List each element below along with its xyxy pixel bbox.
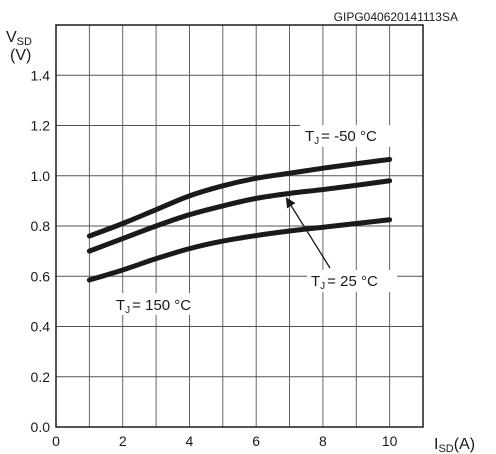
- svg-text:TJ= 25 °C: TJ = 25 °C: [311, 273, 378, 292]
- x-tick-label: 2: [119, 433, 127, 449]
- y-axis-title-sub: SD: [17, 36, 32, 48]
- y-tick-label: 0.2: [31, 369, 51, 385]
- x-tick-labels: 0 2 4 6 8 10: [52, 433, 398, 449]
- plot-area-border: [55, 24, 424, 428]
- series-line-0: [86, 156, 393, 239]
- x-tick-label: 6: [252, 433, 260, 449]
- y-tick-label: 0.4: [31, 319, 51, 335]
- series-label-25: TJ = 25 °C: [307, 270, 397, 292]
- series-label-minus50: TJ = -50 °C: [300, 125, 422, 147]
- y-tick-label: 0.8: [31, 218, 51, 234]
- y-tick-label: 0.6: [31, 268, 51, 284]
- series-label-150: TJ = 150 °C: [112, 293, 216, 316]
- svg-text:TJ= -50 °C: TJ = -50 °C: [305, 128, 377, 147]
- x-tick-label: 10: [382, 433, 398, 449]
- x-tick-label: 0: [52, 433, 60, 449]
- series-line-2: [86, 217, 393, 283]
- y-tick-labels: 0.0 0.2 0.4 0.6 0.8 1.0 1.2 1.4: [31, 67, 51, 435]
- y-tick-label: 1.4: [31, 67, 51, 83]
- x-axis-title: ISD(A): [434, 436, 475, 454]
- x-tick-label: 4: [186, 433, 194, 449]
- y-tick-label: 0.0: [31, 419, 51, 435]
- curves: [86, 156, 393, 283]
- x-axis-title-main: I: [434, 436, 438, 453]
- y-axis-title-main: V: [6, 29, 17, 46]
- series-line-1: [86, 178, 393, 254]
- figure-code: GIPG040620141113SA: [334, 10, 458, 24]
- x-axis-title-unit: (A): [454, 436, 475, 453]
- series-25-pointer-arrow: [285, 197, 331, 269]
- y-axis-unit: (V): [10, 47, 31, 64]
- y-tick-label: 1.2: [31, 118, 51, 134]
- y-axis-title: VSD: [6, 29, 32, 48]
- x-axis-title-sub: SD: [438, 443, 453, 454]
- y-tick-label: 1.0: [31, 168, 51, 184]
- svg-text:TJ= 150 °C: TJ = 150 °C: [116, 297, 191, 316]
- x-tick-label: 8: [319, 433, 327, 449]
